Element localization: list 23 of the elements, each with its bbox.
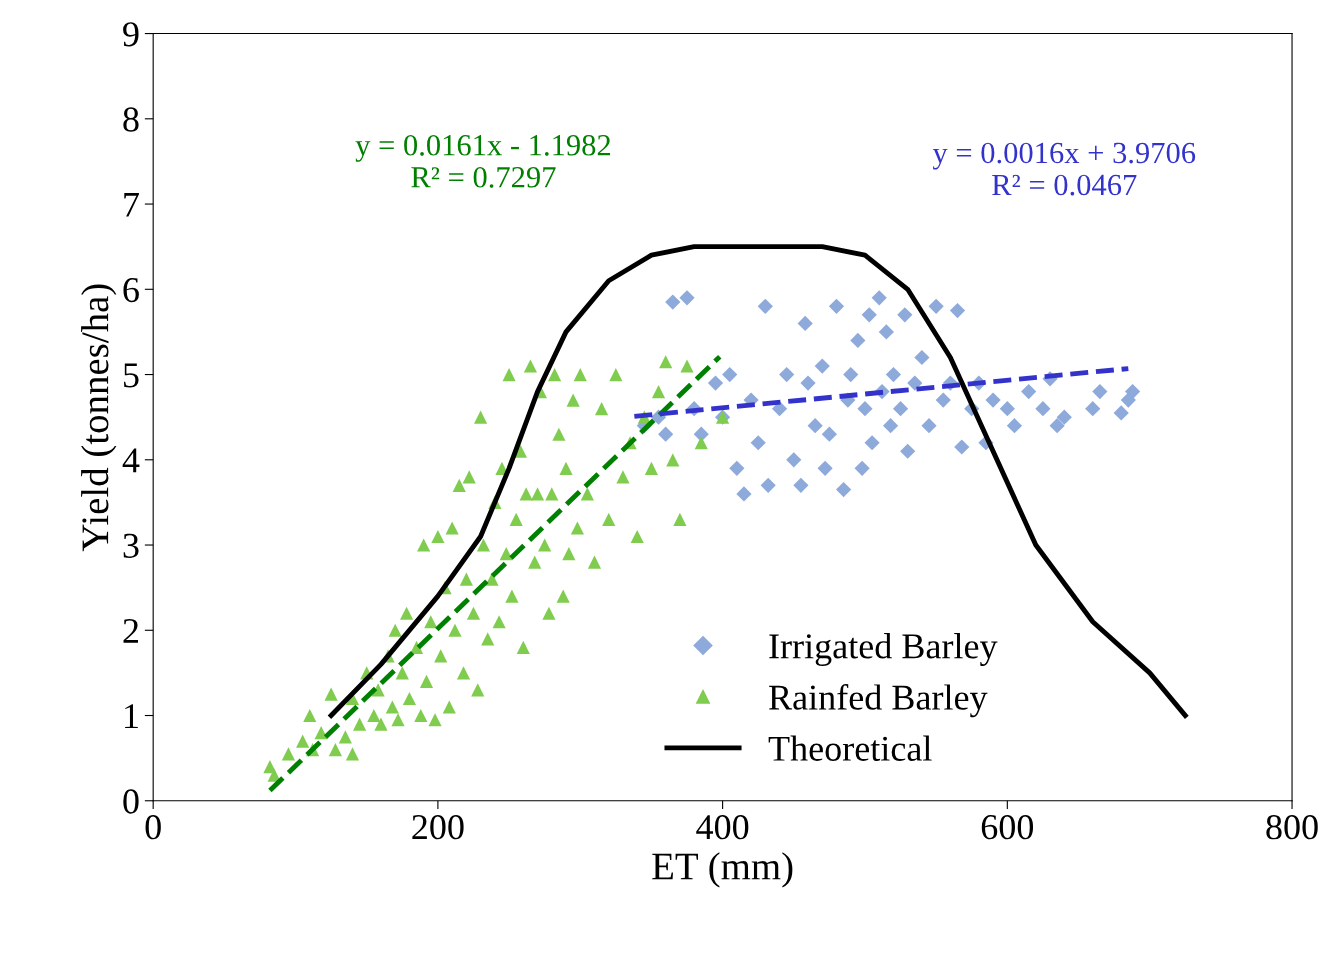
x-axis-title: ET (mm)	[652, 852, 793, 888]
y-tick-label: 5	[124, 363, 139, 388]
y-tick-label: 7	[124, 192, 139, 217]
legend-label: Theoretical	[768, 735, 932, 761]
x-tick-label: 600	[981, 815, 1034, 840]
y-tick-label: 0	[123, 789, 139, 814]
line-series	[328, 244, 1188, 718]
annotation: y = 0.0016x + 3.9706 R² = 0.0467	[932, 142, 1196, 196]
y-tick-label: 1	[125, 704, 138, 729]
y-tick-label: 3	[123, 533, 139, 558]
y-tick-label: 4	[122, 448, 140, 473]
y-tick-label: 8	[123, 107, 139, 132]
annotation: y = 0.0161x - 1.1982 R² = 0.7297	[355, 134, 611, 188]
y-tick-label: 9	[123, 22, 139, 47]
x-tick-label: 0	[145, 815, 161, 840]
x-tick-label: 200	[412, 815, 464, 840]
x-tick-label: 400	[696, 815, 749, 840]
x-tick-label: 800	[1266, 815, 1318, 840]
y-axis-title: Yield (tonnes/ha)	[81, 284, 117, 552]
y-tick-label: 6	[123, 277, 139, 303]
legend-label: Rainfed Barley	[769, 684, 988, 718]
y-tick-label: 2	[123, 618, 138, 643]
legend-label: Irrigated Barley	[769, 633, 998, 666]
